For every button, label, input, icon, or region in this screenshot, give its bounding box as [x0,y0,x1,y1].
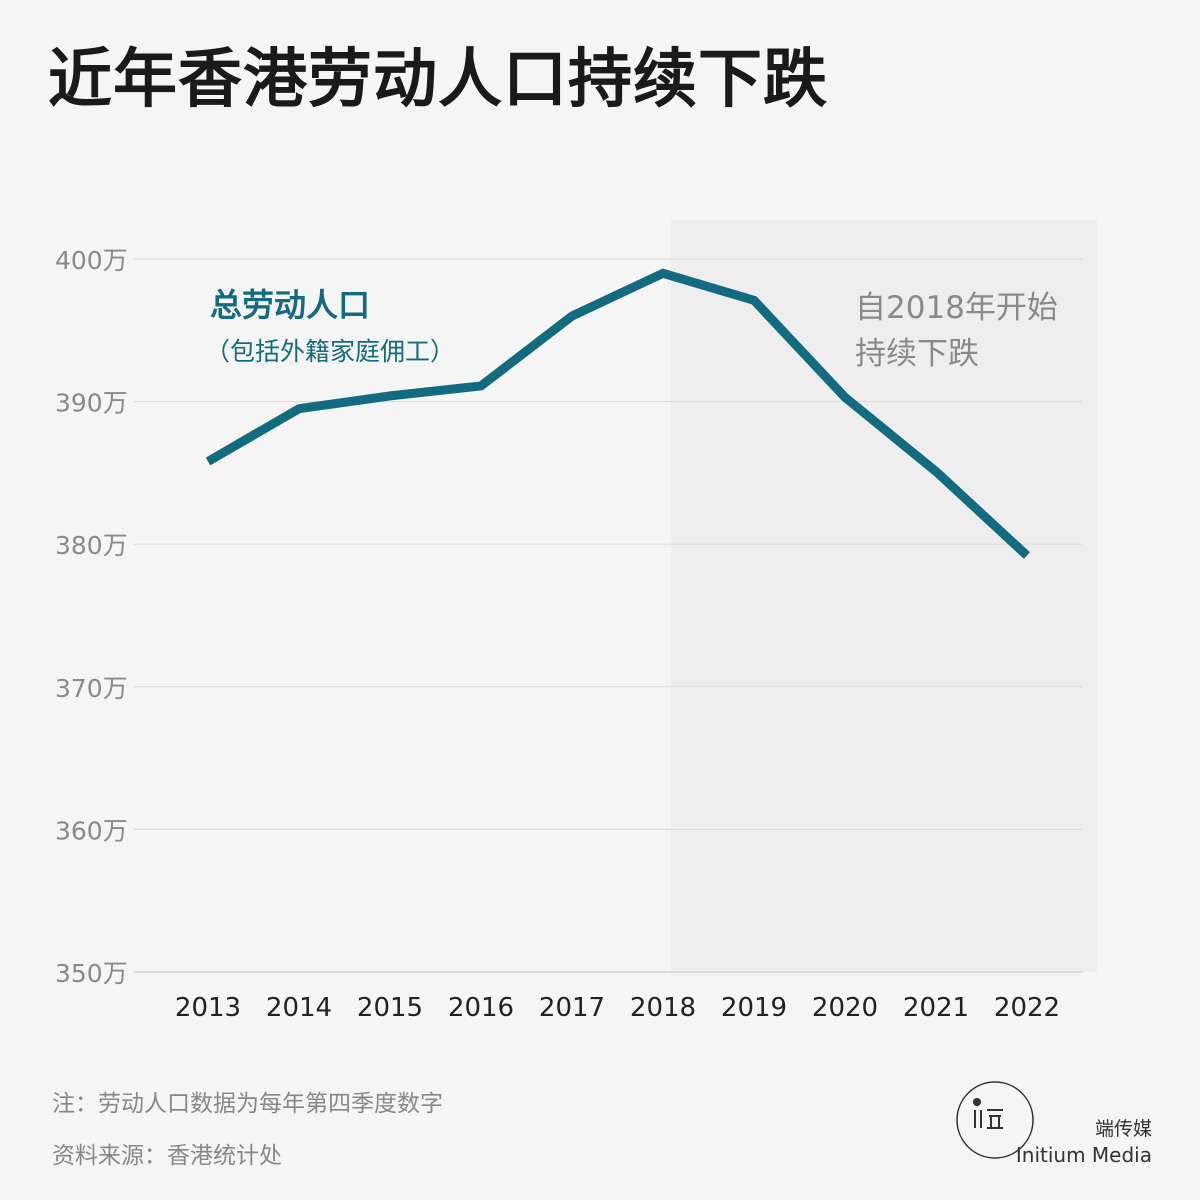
brand: 端传媒 Initium Media [1016,1116,1152,1168]
series-line-labor-force [205,268,1031,559]
y-tick-label: 390万 [55,389,128,418]
footnote: 注：劳动人口数据为每年第四季度数字 [52,1091,443,1117]
highlight-region [671,220,1097,972]
highlight-annotation-line2: 持续下跌 [855,336,979,372]
series-sublabel: （包括外籍家庭佣工） [205,337,455,366]
brand-name-en: Initium Media [1015,1143,1152,1167]
x-tick-label: 2016 [448,993,514,1023]
line-chart: 400万 390万 380万 370万 360万 350万 2013 2014 2015 201… [55,220,1097,1023]
x-tick-label: 2018 [630,993,696,1023]
x-tick-label: 2015 [357,993,423,1023]
x-tick-label: 2017 [539,993,605,1023]
y-tick-label: 360万 [55,816,128,845]
x-tick-label: 2013 [175,993,241,1023]
source-note: 资料来源：香港统计处 [52,1143,282,1169]
brand-name-cn: 端传媒 [1094,1118,1152,1140]
highlight-annotation-line1: 自2018年开始 [855,290,1058,326]
x-tick-label: 2022 [994,993,1060,1023]
y-tick-label: 400万 [55,246,128,275]
x-tick-label: 2021 [903,993,969,1023]
x-tick-label: 2020 [812,993,878,1023]
chart-title: 近年香港劳动人口持续下跌 [48,43,828,117]
y-tick-label: 370万 [55,674,128,703]
x-tick-label: 2014 [266,993,332,1023]
x-tick-label: 2019 [721,993,787,1023]
y-tick-label: 380万 [55,531,128,560]
series-label: 总劳动人口 [210,286,370,324]
y-tick-label: 350万 [55,959,128,988]
initium-logo-icon [956,1081,1034,1159]
